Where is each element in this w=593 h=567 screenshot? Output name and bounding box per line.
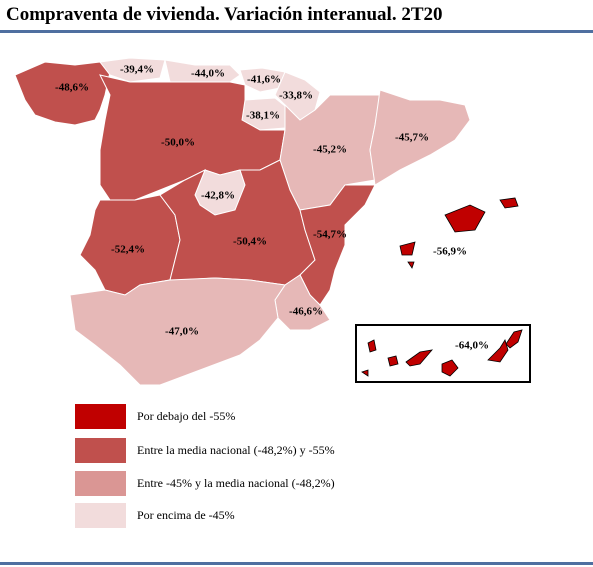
region-label: -44,0%: [191, 68, 225, 80]
legend-swatch: [75, 438, 126, 463]
top-rule: [0, 30, 593, 33]
region-label: -54,7%: [313, 229, 347, 241]
region: [487, 339, 509, 363]
region-label: -38,1%: [246, 110, 280, 122]
region-label: -56,9%: [433, 246, 467, 258]
region: [361, 369, 369, 377]
region: [99, 57, 166, 83]
region: [14, 61, 111, 126]
legend-label: Entre la media nacional (-48,2%) y -55%: [137, 443, 335, 457]
region: [499, 197, 519, 209]
region-label: -50,4%: [233, 236, 267, 248]
region: [299, 184, 376, 306]
region: [69, 277, 286, 386]
region-label: -45,7%: [395, 132, 429, 144]
region-label: -33,8%: [279, 90, 313, 102]
legend-swatch: [75, 404, 126, 429]
region-label: -45,2%: [313, 144, 347, 156]
canarias-box: [355, 324, 531, 383]
region-label: -50,0%: [161, 137, 195, 149]
legend-label: Entre -45% y la media nacional (-48,2%): [137, 476, 335, 490]
legend: Por debajo del -55% Entre la media nacion…: [75, 404, 335, 528]
region-label: -41,6%: [247, 74, 281, 86]
region: [441, 359, 459, 377]
region: [367, 339, 377, 353]
region-label: -39,4%: [120, 64, 154, 76]
legend-swatch: [75, 503, 126, 528]
region-label: -46,6%: [289, 306, 323, 318]
legend-label: Por debajo del -55%: [137, 409, 235, 423]
region-label: -42,8%: [201, 190, 235, 202]
region-label: -47,0%: [165, 326, 199, 338]
region: [407, 261, 415, 269]
region-label: -64,0%: [455, 340, 489, 352]
region: [405, 349, 434, 367]
legend-swatch: [75, 471, 126, 496]
region-label: -52,4%: [111, 244, 145, 256]
region: [505, 329, 523, 349]
region: [369, 89, 471, 186]
region: [399, 241, 416, 256]
title: Compraventa de vivienda. Variación inter…: [6, 4, 443, 25]
region-label: -48,6%: [55, 82, 89, 94]
region: [387, 355, 399, 367]
region: [444, 204, 486, 233]
bottom-rule: [0, 562, 593, 565]
legend-label: Por encima de -45%: [137, 508, 235, 522]
